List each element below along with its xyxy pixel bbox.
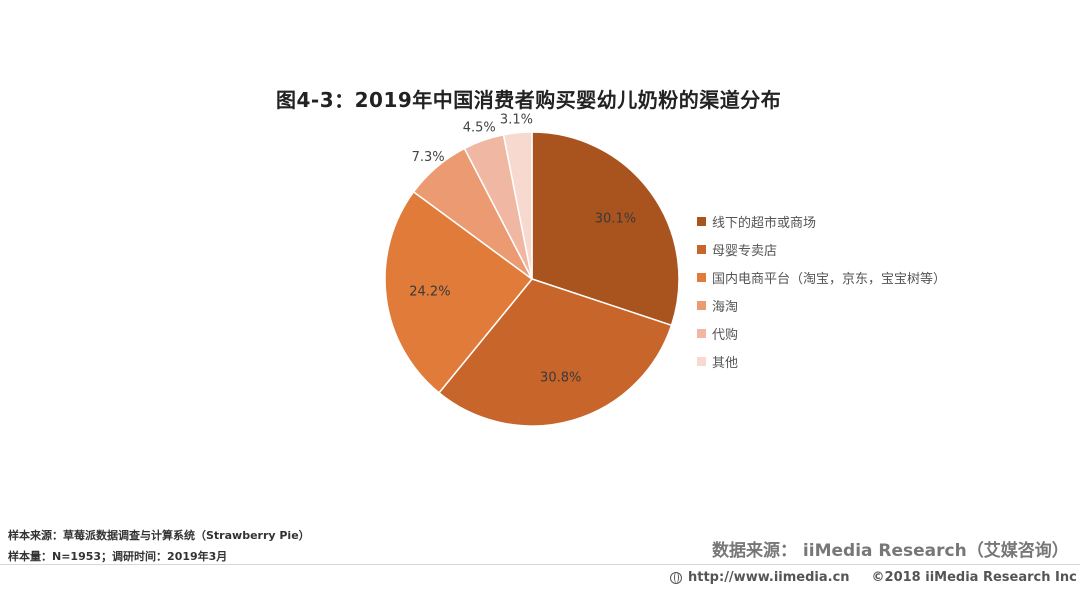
data-label-domestic-ecommerce: 24.2% (409, 284, 450, 299)
data-source-note: 数据来源： iiMedia Research（艾媒咨询） (712, 541, 1069, 561)
footer-divider (0, 564, 1080, 565)
footer-url[interactable]: http://www.iimedia.cn (688, 570, 850, 585)
globe-icon (670, 571, 682, 584)
data-label-purchasing-agent: 4.5% (463, 120, 496, 135)
footer: http://www.iimedia.cn ©2018 iiMedia Rese… (670, 570, 1077, 585)
legend-label: 母婴专卖店 (712, 243, 778, 259)
legend-label: 其他 (712, 355, 739, 371)
data-label-maternity-store: 30.8% (540, 370, 581, 385)
legend-item-domestic-ecommerce: 国内电商平台（淘宝，京东，宝宝树等） (697, 263, 946, 291)
legend-swatch (697, 300, 706, 310)
legend-swatch (697, 328, 706, 338)
legend-item-cross-border: 海淘 (697, 291, 946, 319)
legend-item-purchasing-agent: 代购 (697, 319, 946, 347)
legend-item-maternity-store: 母婴专卖店 (697, 235, 946, 263)
data-label-offline-supermarket: 30.1% (595, 211, 636, 226)
chart-legend: 线下的超市或商场 母婴专卖店国内电商平台（淘宝，京东，宝宝树等） 海淘代购其他 (697, 207, 946, 375)
legend-item-offline-supermarket: 线下的超市或商场 (697, 207, 946, 235)
pie-slice-offline-supermarket (531, 131, 680, 327)
sample-source-note: 样本来源：草莓派数据调查与计算系统（Strawberry Pie） (8, 529, 310, 542)
footer-copyright: ©2018 iiMedia Research Inc (871, 570, 1077, 585)
data-label-cross-border: 7.3% (412, 150, 445, 165)
sample-size-note: 样本量：N=1953；调研时间：2019年3月 (8, 550, 228, 563)
legend-swatch (697, 272, 706, 282)
data-label-other: 3.1% (500, 112, 533, 127)
legend-swatch (697, 216, 706, 226)
chart-title: 图4-3：2019年中国消费者购买婴幼儿奶粉的渠道分布 (276, 88, 782, 112)
legend-swatch (697, 356, 706, 366)
legend-label: 线下的超市或商场 (712, 215, 817, 231)
pie-slices (384, 131, 680, 427)
legend-item-other: 其他 (697, 347, 946, 375)
legend-label: 国内电商平台（淘宝，京东，宝宝树等） (712, 271, 947, 287)
pie-data-labels: 30.1% 30.8% 24.2% 7.3% 4.5% 3.1% (409, 112, 636, 385)
legend-label: 海淘 (712, 299, 739, 315)
legend-label: 代购 (712, 327, 739, 343)
pie-slice-maternity-store (437, 278, 673, 427)
pie-slice-domestic-ecommerce (384, 190, 534, 394)
legend-swatch (697, 244, 706, 254)
pie-slice-other (502, 131, 533, 280)
